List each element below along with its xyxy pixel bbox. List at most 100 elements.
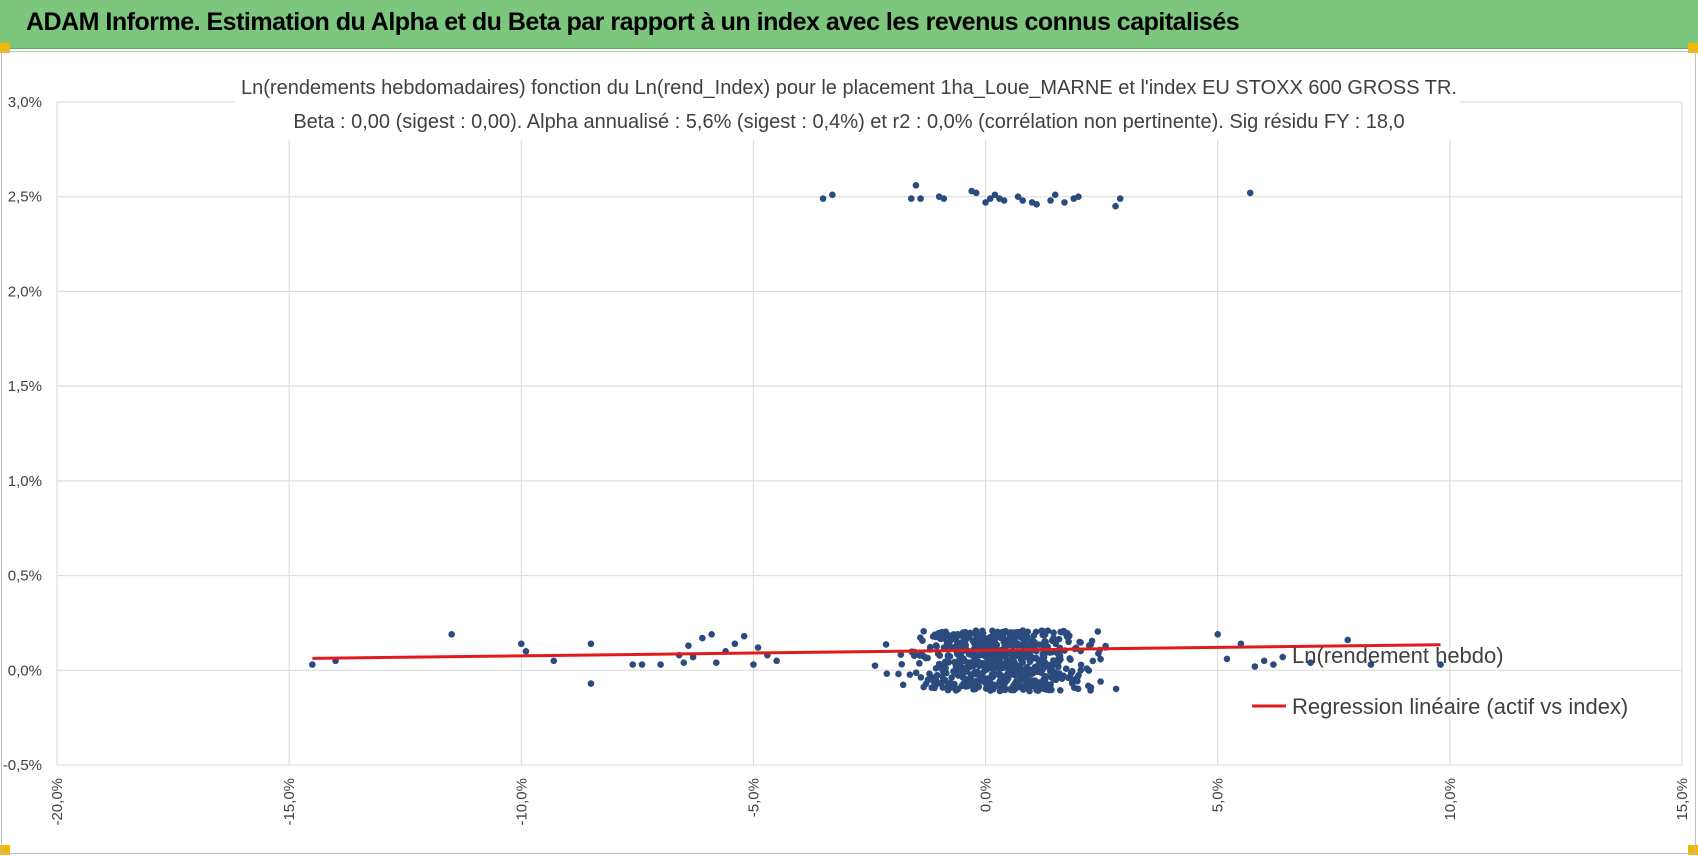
data-point: [883, 670, 891, 677]
data-point: [1077, 661, 1085, 669]
data-point: [919, 637, 926, 645]
data-point: [1032, 654, 1040, 662]
data-point: [680, 659, 688, 667]
resize-handle-top-left[interactable]: [0, 43, 10, 53]
data-point: [1000, 663, 1008, 671]
data-point: [899, 681, 907, 689]
resize-handle-top-right[interactable]: [1688, 43, 1698, 53]
data-point: [1085, 667, 1093, 674]
x-tick-label: 5,0%: [1210, 778, 1227, 812]
data-point: [966, 679, 974, 687]
data-point: [773, 657, 780, 665]
x-tick-label: -10,0%: [513, 778, 530, 826]
data-point: [1041, 631, 1049, 638]
data-point: [754, 644, 762, 651]
data-point: [1011, 660, 1019, 668]
resize-handle-bottom-left[interactable]: [0, 845, 10, 855]
data-point: [982, 199, 989, 206]
data-point: [685, 642, 692, 649]
data-point: [1223, 655, 1231, 663]
data-point: [917, 652, 925, 659]
data-point: [1040, 652, 1048, 659]
legend-label-regression: Regression linéaire (actif vs index): [1292, 694, 1628, 719]
data-point: [517, 640, 525, 648]
data-point: [1020, 675, 1028, 682]
data-point: [629, 661, 637, 668]
data-point: [1039, 685, 1047, 692]
data-point: [1025, 651, 1032, 658]
data-point: [1026, 666, 1034, 674]
y-tick-label: 3,0%: [8, 94, 42, 111]
data-point: [1214, 630, 1222, 638]
data-point: [997, 672, 1005, 679]
x-tick-label: -5,0%: [745, 778, 762, 817]
data-point: [971, 668, 978, 676]
data-point: [944, 644, 952, 651]
data-point: [981, 662, 989, 670]
chart-area: [1, 51, 1696, 854]
chart-title-box: [235, 68, 1460, 140]
data-point: [958, 682, 966, 690]
data-point: [882, 641, 890, 648]
data-point: [974, 631, 981, 639]
data-point: [987, 685, 995, 693]
data-point: [1019, 197, 1027, 204]
data-point: [993, 630, 1001, 638]
data-point: [1068, 668, 1076, 675]
data-point: [550, 657, 558, 665]
x-tick-label: 0,0%: [978, 778, 995, 812]
data-point: [819, 195, 827, 202]
data-point: [1058, 675, 1066, 683]
resize-handle-bottom-right[interactable]: [1688, 845, 1698, 855]
data-point: [995, 662, 1003, 670]
data-point: [1047, 197, 1054, 204]
data-point: [522, 648, 530, 655]
data-point: [871, 662, 879, 669]
data-point: [948, 674, 955, 681]
data-point: [988, 664, 995, 672]
data-point: [1024, 634, 1031, 641]
data-point: [916, 660, 923, 667]
data-point: [991, 191, 999, 199]
data-point: [954, 660, 962, 667]
data-point: [966, 650, 973, 658]
data-point: [1033, 200, 1040, 208]
data-point: [992, 671, 999, 678]
data-point: [997, 677, 1004, 684]
data-point: [1051, 191, 1059, 199]
data-point: [960, 657, 967, 664]
data-point: [689, 653, 697, 661]
data-point: [1095, 650, 1102, 657]
data-point: [924, 676, 932, 684]
data-point: [1112, 685, 1120, 693]
data-point: [959, 629, 967, 636]
data-point: [990, 640, 997, 648]
data-point: [917, 195, 924, 202]
data-point: [1020, 668, 1028, 676]
data-point: [958, 642, 966, 650]
data-point: [940, 635, 948, 642]
data-point: [1008, 671, 1015, 678]
data-point: [957, 671, 964, 678]
data-point: [912, 669, 920, 677]
data-point: [972, 189, 980, 197]
data-point: [1057, 656, 1064, 663]
data-point: [1077, 639, 1084, 646]
data-point: [983, 639, 991, 647]
data-point: [898, 660, 906, 668]
data-point: [1037, 662, 1045, 670]
data-point: [1050, 676, 1058, 683]
data-point: [980, 667, 988, 675]
data-point: [1367, 661, 1375, 668]
chart-subtitle: Beta : 0,00 (sigest : 0,00). Alpha annua…: [293, 111, 1404, 133]
data-point: [986, 195, 994, 202]
x-tick-label: -15,0%: [281, 778, 298, 826]
data-point: [970, 685, 977, 693]
data-point: [1034, 687, 1042, 694]
data-point: [731, 640, 739, 648]
data-point: [1116, 195, 1124, 202]
data-point: [1003, 636, 1011, 644]
data-point: [1087, 684, 1095, 691]
x-tick-label: 10,0%: [1442, 778, 1459, 821]
